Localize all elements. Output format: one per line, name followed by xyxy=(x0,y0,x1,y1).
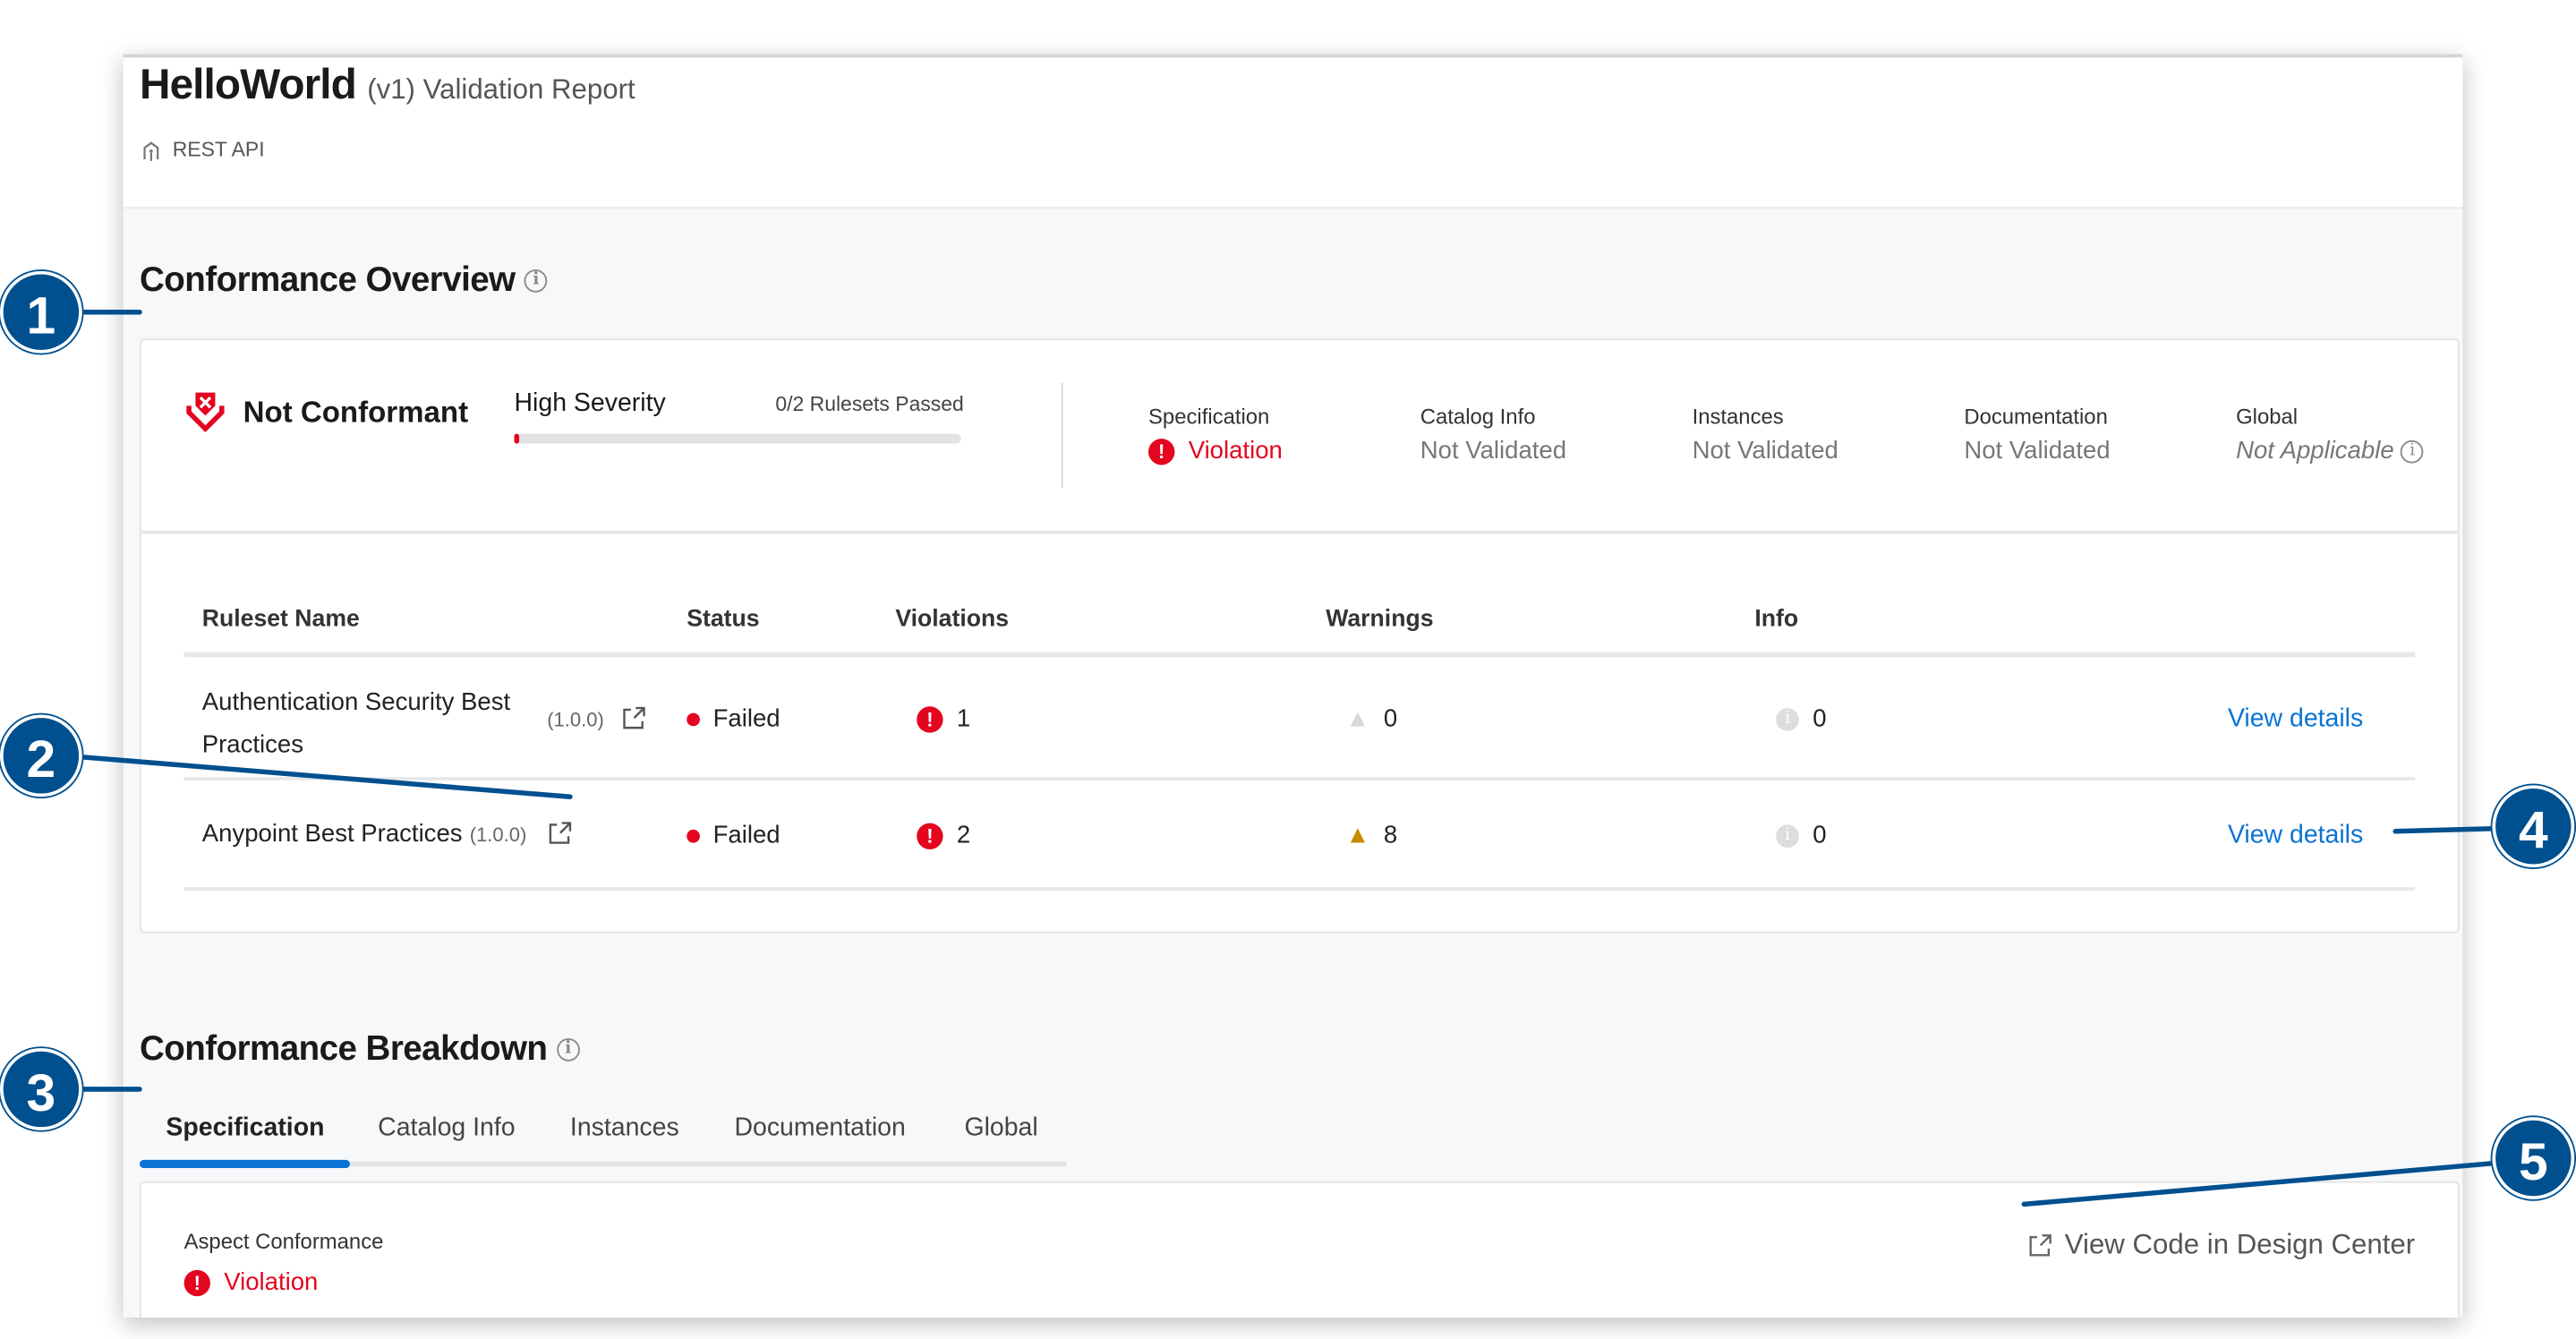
error-icon: ! xyxy=(1148,439,1175,465)
info-count: i 0 xyxy=(1776,704,1827,733)
aspect-value: Not Applicable i xyxy=(2236,437,2424,465)
status-badge: Failed xyxy=(687,704,780,733)
api-icon xyxy=(143,141,159,161)
col-warnings: Warnings xyxy=(1326,606,1434,633)
tab-specification[interactable]: Specification xyxy=(166,1113,325,1142)
aspect-value: Not Validated xyxy=(1420,437,1567,465)
page-header: HelloWorld (v1) Validation Report REST A… xyxy=(123,57,2463,209)
info-icon[interactable]: i xyxy=(556,1038,580,1062)
progress-fill xyxy=(514,433,520,444)
not-conformant-shield-icon xyxy=(186,392,225,432)
warning-icon: ▲ xyxy=(1345,704,1370,733)
col-violations: Violations xyxy=(895,606,1010,633)
callout-1: 1 xyxy=(0,270,82,354)
ruleset-name: Authentication Security Best Practices xyxy=(201,688,511,760)
external-link-icon xyxy=(2029,1234,2051,1257)
info-icon: i xyxy=(1776,708,1799,731)
callout-line-5 xyxy=(2021,1158,2517,1207)
aspect-label: Catalog Info xyxy=(1420,404,1536,430)
row-divider xyxy=(183,777,2416,780)
violations-count: ! 1 xyxy=(917,704,970,733)
tab-catalog-info[interactable]: Catalog Info xyxy=(378,1113,516,1142)
col-info: Info xyxy=(1754,606,1799,633)
error-icon: ! xyxy=(183,1269,210,1297)
overview-summary: Not Conformant High Severity 0/2 Ruleset… xyxy=(141,340,2458,534)
warnings-count: ▲ 0 xyxy=(1345,704,1398,733)
page-subtitle: (v1) Validation Report xyxy=(367,73,635,106)
overview-card: Not Conformant High Severity 0/2 Ruleset… xyxy=(140,338,2460,934)
info-icon: i xyxy=(1776,824,1799,849)
error-icon: ! xyxy=(917,706,943,733)
callout-2: 2 xyxy=(0,714,82,797)
info-icon[interactable]: i xyxy=(524,269,548,294)
rulesets-passed: 0/2 Rulesets Passed xyxy=(775,392,964,416)
aspect-value: Not Validated xyxy=(1964,437,2111,465)
view-details-link[interactable]: View details xyxy=(2227,704,2364,733)
error-icon: ! xyxy=(917,823,943,850)
col-status: Status xyxy=(687,606,760,633)
header-divider xyxy=(183,652,2416,658)
warning-icon: ▲ xyxy=(1345,821,1370,849)
ruleset-name: Anypoint Best Practices (1.0.0) xyxy=(202,820,572,849)
tab-documentation[interactable]: Documentation xyxy=(734,1113,906,1142)
severity-label: High Severity xyxy=(514,389,666,418)
col-ruleset-name: Ruleset Name xyxy=(201,606,360,633)
callout-5: 5 xyxy=(2492,1117,2575,1199)
status-badge: Failed xyxy=(687,822,780,849)
aspect-value: Not Validated xyxy=(1692,437,1838,465)
page-title: HelloWorld (v1) Validation Report xyxy=(140,59,635,109)
api-type: REST API xyxy=(140,138,265,162)
active-tab-indicator xyxy=(140,1159,350,1169)
view-details-link[interactable]: View details xyxy=(2227,821,2364,849)
aspect-label: Specification xyxy=(1148,404,1270,430)
aspect-label: Documentation xyxy=(1964,404,2108,430)
ruleset-version: (1.0.0) xyxy=(547,704,645,734)
violations-count: ! 2 xyxy=(917,822,970,850)
aspect-value: ! Violation xyxy=(1148,437,1283,465)
info-icon[interactable]: i xyxy=(2401,439,2424,464)
callout-4: 4 xyxy=(2492,785,2575,868)
external-link-icon[interactable] xyxy=(547,822,572,847)
warnings-count: ▲ 8 xyxy=(1345,821,1398,849)
rulesets-progress-bar xyxy=(514,433,961,444)
aspect-panel: Aspect Conformance ! Violation View Code… xyxy=(140,1181,2460,1318)
aspect-conformance-value: ! Violation xyxy=(183,1268,318,1297)
aspect-label: Instances xyxy=(1692,404,1784,430)
report-window: HelloWorld (v1) Validation Report REST A… xyxy=(123,54,2463,1318)
external-link-icon[interactable] xyxy=(621,707,646,732)
tab-instances[interactable]: Instances xyxy=(569,1113,679,1142)
aspect-label: Global xyxy=(2236,404,2299,430)
view-code-design-center-link[interactable]: View Code in Design Center xyxy=(2027,1229,2415,1262)
tab-track xyxy=(140,1161,1067,1167)
api-type-label: REST API xyxy=(172,138,265,161)
row-divider xyxy=(183,887,2416,891)
conformance-status: Not Conformant xyxy=(243,396,469,430)
tab-global[interactable]: Global xyxy=(964,1113,1038,1142)
aspect-conformance-label: Aspect Conformance xyxy=(183,1228,384,1254)
divider xyxy=(1061,382,1063,489)
info-count: i 0 xyxy=(1776,822,1827,849)
breakdown-tabs: Specification Catalog Info Instances Doc… xyxy=(140,1111,1067,1170)
callout-line-2 xyxy=(63,753,573,799)
breakdown-heading: Conformance Breakdown i xyxy=(140,1030,580,1070)
overview-heading: Conformance Overview i xyxy=(140,261,548,301)
callout-3: 3 xyxy=(0,1048,82,1130)
